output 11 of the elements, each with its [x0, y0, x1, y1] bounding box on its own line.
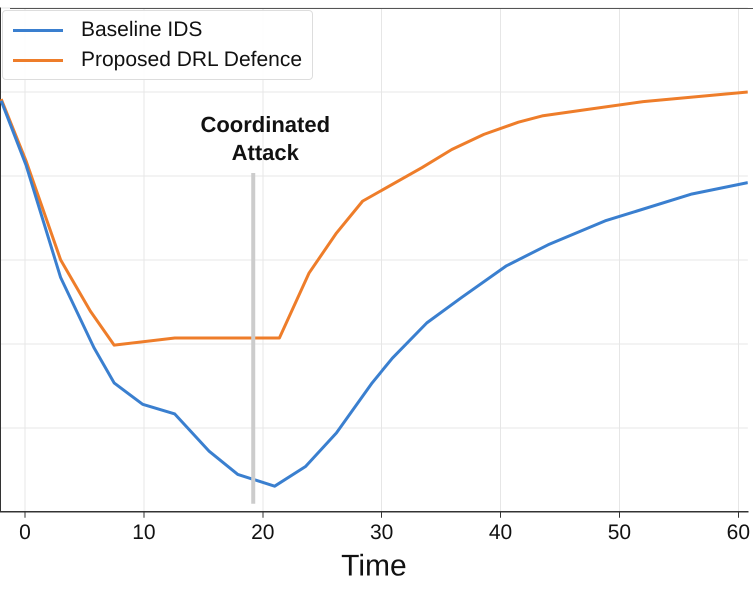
- legend-label: Baseline IDS: [81, 18, 202, 42]
- ref-line-label: Coordinated Attack: [200, 112, 330, 166]
- x-tick-label: 50: [608, 521, 632, 544]
- x-tick-label: 30: [370, 521, 394, 544]
- x-tick-label: 20: [251, 521, 274, 544]
- x-tick-label: 10: [132, 521, 156, 544]
- x-tick-label: 60: [726, 521, 750, 544]
- legend-label: Proposed DRL Defence: [81, 48, 302, 72]
- x-tick-label: 40: [488, 521, 512, 544]
- x-axis-title: Time: [341, 549, 407, 582]
- x-tick-label: 0: [19, 521, 31, 544]
